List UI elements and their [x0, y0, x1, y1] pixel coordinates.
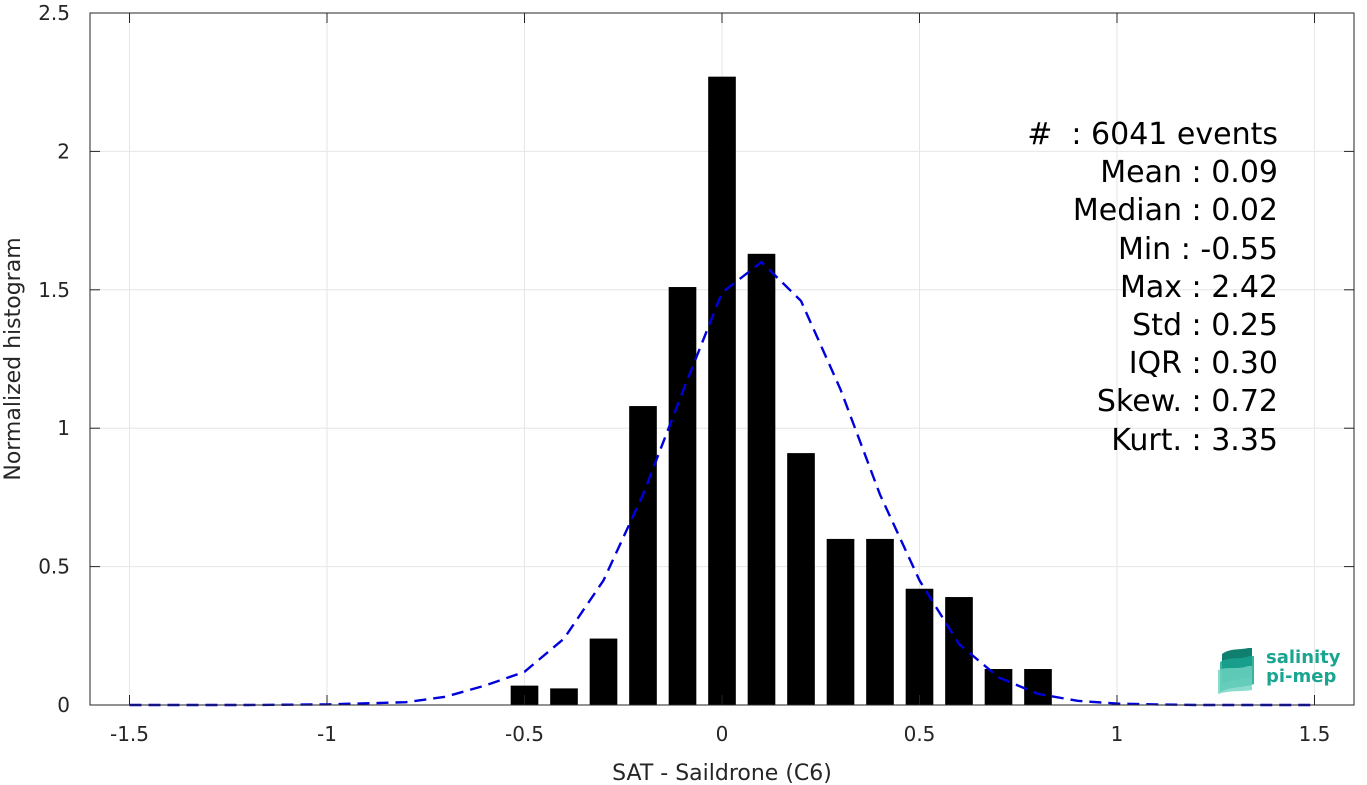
x-tick-label: 0.5 [904, 722, 936, 746]
y-axis-label: Normalized histogram [1, 237, 26, 480]
stat-min: Min : -0.55 [1117, 231, 1278, 267]
y-tick-label: 1 [57, 416, 70, 440]
stat-events: # : 6041 events [1027, 117, 1278, 152]
stat-mean: Mean : 0.09 [1100, 155, 1278, 191]
x-tick-label: 0 [716, 722, 729, 746]
y-tick-label: 0 [57, 693, 70, 717]
histogram-bar [945, 597, 973, 705]
statistics-box: # : 6041 events Mean : 0.09 Median : 0.0… [1027, 116, 1278, 460]
histogram-bar [1024, 669, 1052, 705]
stat-iqr: IQR : 0.30 [1128, 346, 1278, 382]
logo-line-salinity: salinity [1266, 647, 1341, 668]
salinity-pi-mep-logo: salinity pi-mep [1218, 646, 1348, 696]
histogram-bar [984, 669, 1013, 705]
y-tick-label: 2 [57, 139, 70, 163]
histogram-bar [787, 453, 815, 705]
histogram-bar [550, 688, 578, 705]
x-tick-label: 1 [1111, 722, 1124, 746]
x-tick-label: -0.5 [505, 722, 544, 746]
gaussian-fit-curve [129, 260, 1315, 707]
histogram-bar [589, 638, 618, 705]
histogram-bar [905, 588, 934, 705]
x-tick-label: -1.5 [110, 722, 149, 746]
stat-kurt: Kurt. : 3.35 [1111, 422, 1278, 458]
x-tick-label: 1.5 [1299, 722, 1331, 746]
histogram-bar [747, 253, 776, 706]
histogram-bar [668, 287, 697, 705]
stat-std: Std : 0.25 [1132, 308, 1278, 344]
x-tick-label: -1 [317, 722, 337, 746]
y-tick-label: 2.5 [38, 1, 70, 25]
histogram-bar [708, 76, 736, 705]
y-tick-label: 0.5 [38, 555, 70, 579]
histogram-bar [629, 406, 657, 705]
histogram-bar [826, 538, 855, 705]
stat-max: Max : 2.42 [1120, 269, 1278, 305]
stat-skew: Skew. : 0.72 [1096, 384, 1278, 420]
x-axis-label: SAT - Saildrone (C6) [612, 761, 832, 785]
axis-ticks: -1.5 -1 -0.5 0 0.5 1 1.5 0 0.5 1 1.5 2 2.5 [38, 1, 1354, 746]
y-tick-label: 1.5 [38, 278, 70, 302]
histogram-bar [866, 538, 894, 705]
stat-median: Median : 0.02 [1072, 193, 1278, 229]
fit-curve-layer [129, 260, 1315, 707]
logo-wave-icon [1218, 648, 1254, 694]
logo-text: salinity pi-mep [1266, 648, 1341, 686]
logo-line-pi-mep: pi-mep [1266, 666, 1337, 687]
histogram-bars [510, 76, 1052, 706]
